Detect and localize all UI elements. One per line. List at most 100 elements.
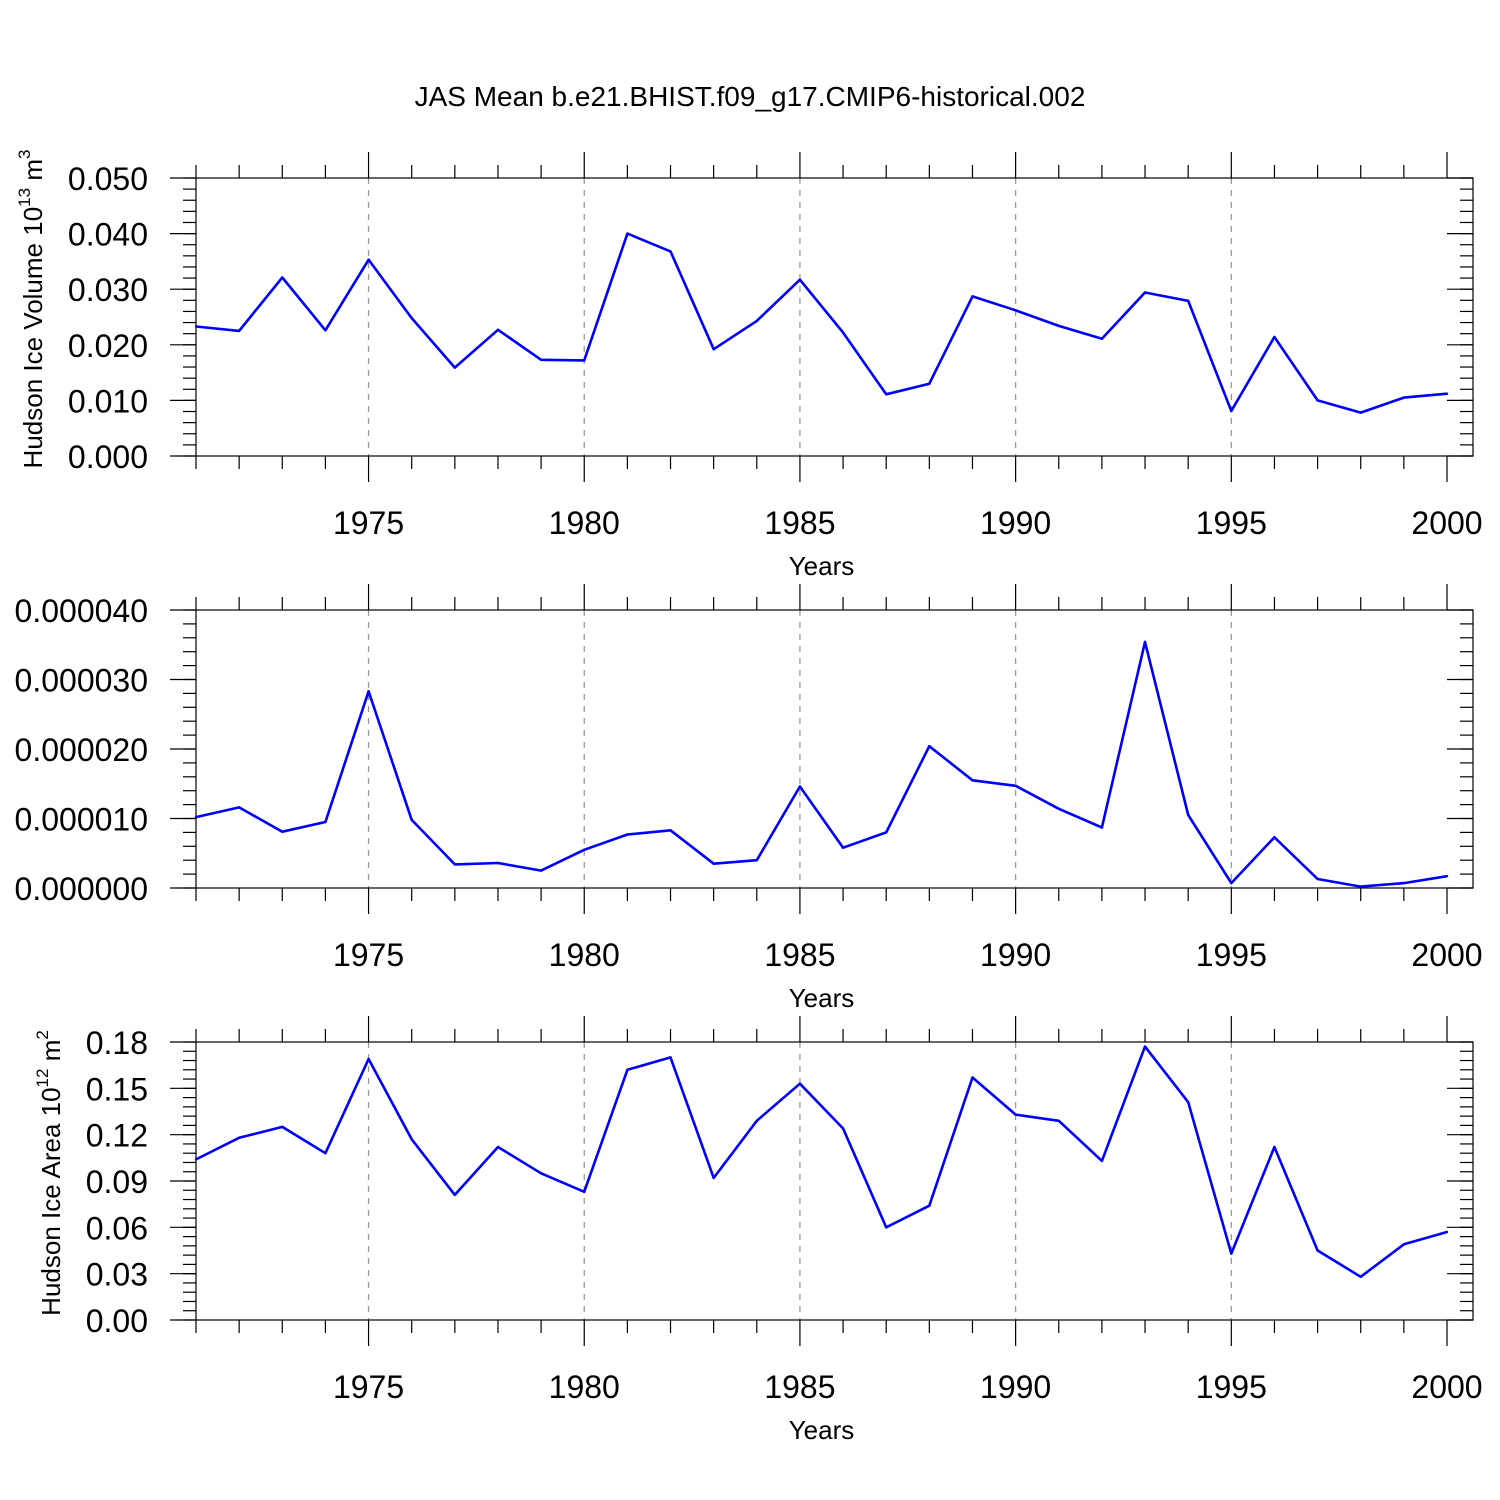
data-point-1983	[712, 348, 715, 351]
plot-frame	[195, 177, 1474, 457]
data-point-1996	[1273, 1145, 1276, 1149]
x-tick-label: 1980	[549, 937, 620, 973]
figure-title: JAS Mean b.e21.BHIST.f09_g17.CMIP6-histo…	[415, 81, 1086, 112]
y-tick-label: 0.000020	[15, 732, 148, 768]
data-point-1977	[453, 366, 457, 369]
data-point-1984	[755, 859, 758, 862]
data-point-1976	[410, 316, 413, 320]
y-tick-label: 0.12	[86, 1118, 148, 1154]
data-point-1982	[669, 250, 672, 253]
y-axis-title-unit: m	[36, 1040, 66, 1069]
x-tick-label: 1975	[333, 505, 404, 541]
data-point-1995	[1230, 409, 1233, 413]
y-tick-label: 0.000000	[15, 871, 148, 907]
data-point-1978	[496, 1145, 500, 1149]
x-tick-label: 1985	[764, 505, 835, 541]
x-tick-label: 2000	[1411, 937, 1482, 973]
data-point-1973	[281, 1125, 284, 1129]
data-point-1985	[798, 278, 802, 281]
data-point-1999	[1402, 881, 1406, 885]
data-point-1973	[281, 830, 284, 833]
data-point-1980	[583, 1190, 586, 1194]
data-point-1982	[669, 1056, 672, 1059]
y-tick-label: 0.030	[68, 272, 148, 308]
data-point-1981	[626, 1068, 629, 1072]
y-axis-title-unit: m	[18, 159, 48, 188]
data-point-1993	[1143, 1045, 1147, 1048]
x-tick-label: 1975	[333, 1369, 404, 1405]
data-point-1982	[669, 829, 672, 832]
series-line	[195, 640, 1448, 888]
y-axis-title: Hudson Ice Volume 1013 m3	[15, 150, 48, 469]
series-line	[195, 232, 1448, 414]
data-point-1992	[1100, 1159, 1104, 1163]
data-point-1998	[1359, 1275, 1362, 1278]
data-point-1988	[928, 382, 931, 385]
data-point-1971	[194, 325, 198, 328]
y-tick-label: 0.00	[86, 1303, 148, 1339]
data-point-1974	[324, 1152, 327, 1155]
x-axis-title: Years	[789, 1415, 855, 1445]
y-tick-label: 0.18	[86, 1025, 148, 1061]
data-point-1993	[1143, 640, 1147, 644]
data-point-1972	[237, 806, 241, 809]
plot-frame	[195, 1041, 1474, 1321]
y-tick-label: 0.000040	[15, 593, 148, 629]
data-point-1978	[496, 861, 500, 865]
y-axis-title-exponent: 12	[33, 1069, 52, 1088]
data-point-1998	[1359, 411, 1362, 414]
y-tick-label: 0.15	[86, 1071, 148, 1107]
data-point-1998	[1359, 885, 1362, 888]
data-point-1979	[539, 1172, 543, 1175]
data-point-1994	[1186, 1101, 1190, 1104]
data-point-1979	[539, 358, 543, 362]
x-tick-label: 1990	[980, 937, 1051, 973]
data-point-1977	[453, 1193, 457, 1197]
y-tick-label: 0.000010	[15, 802, 148, 838]
panel-2: 1975 1980 1985 1990 1995 2000 0.000000 0.000010…	[15, 584, 1483, 1013]
y-tick-label: 0.010	[68, 383, 148, 419]
y-tick-label: 0.050	[68, 161, 148, 197]
x-tick-label: 1995	[1196, 505, 1267, 541]
data-point-1975	[367, 258, 370, 261]
data-point-1989	[971, 1076, 974, 1079]
data-point-1972	[237, 329, 241, 333]
x-tick-label: 1980	[549, 1369, 620, 1405]
data-point-1983	[712, 862, 715, 865]
y-axis-title-unit-exponent: 3	[15, 150, 34, 159]
panel-1: 1975 1980 1985 1990 1995 2000 0.000 0.010 0.020 0…	[15, 150, 1483, 581]
data-point-1972	[237, 1136, 241, 1139]
data-point-1990	[1014, 1113, 1017, 1116]
data-point-1979	[539, 869, 543, 872]
y-tick-label: 0.000030	[15, 663, 148, 699]
y-tick-label: 0.06	[86, 1210, 148, 1246]
x-tick-label: 1995	[1196, 1369, 1267, 1405]
data-point-1994	[1186, 299, 1190, 303]
data-point-1974	[324, 329, 327, 332]
panels: 1975 1980 1985 1990 1995 2000 0.000 0.010 0.020 0…	[15, 150, 1483, 1445]
data-point-1996	[1273, 335, 1276, 339]
x-tick-label: 1990	[980, 1369, 1051, 1405]
data-point-1994	[1186, 813, 1190, 817]
x-tick-label: 1995	[1196, 937, 1267, 973]
data-point-1980	[583, 359, 586, 362]
y-axis-title-text: Hudson Ice Volume 10	[18, 207, 48, 469]
data-point-1997	[1316, 1249, 1319, 1252]
data-point-1989	[971, 295, 974, 298]
data-point-1992	[1100, 337, 1104, 340]
data-point-1993	[1143, 291, 1147, 294]
data-point-1981	[626, 833, 629, 836]
x-tick-label: 1975	[333, 937, 404, 973]
data-point-1986	[841, 846, 845, 849]
data-point-1992	[1100, 826, 1104, 829]
data-point-1990	[1014, 309, 1017, 312]
data-point-1978	[496, 328, 500, 331]
data-point-1976	[410, 818, 413, 822]
data-point-1985	[798, 785, 802, 788]
data-point-1987	[885, 1226, 888, 1229]
data-point-1988	[928, 1204, 931, 1207]
y-axis-title-exponent: 13	[15, 188, 34, 207]
data-point-1995	[1230, 881, 1233, 885]
y-axis-title-unit-exponent: 2	[33, 1030, 52, 1039]
